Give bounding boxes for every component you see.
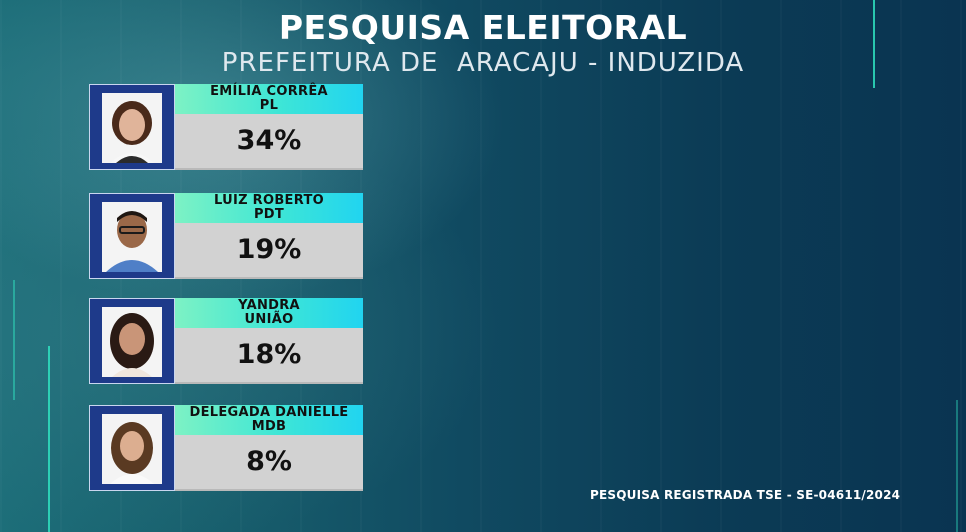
candidate-party: MDB [251,419,287,434]
candidate-photo-frame [89,84,175,170]
decorative-line [13,280,15,400]
candidate-photo [102,307,162,377]
candidate-card: LUIZ ROBERTO PDT 19% [89,193,363,281]
candidate-name-bar: DELEGADA DANIELLE MDB [175,405,363,435]
candidate-party: PDT [253,207,285,222]
candidate-percentage: 8% [175,435,363,491]
candidate-photo [102,93,162,163]
decorative-line [48,346,50,532]
page-subtitle: PREFEITURA DE ARACAJU - INDUZIDA [221,48,745,78]
candidate-card: DELEGADA DANIELLE MDB 8% [89,405,363,493]
candidate-photo [102,202,162,272]
tse-registration-note: PESQUISA REGISTRADA TSE - SE-04611/2024 [590,488,901,502]
candidate-name: LUIZ ROBERTO [214,193,324,208]
page-title: PESQUISA ELEITORAL [278,8,688,47]
candidate-percentage: 19% [175,223,363,279]
candidate-photo [102,414,162,484]
candidate-name: YANDRA [238,298,300,313]
candidate-card: YANDRA UNIÃO 18% [89,298,363,386]
candidate-percentage: 18% [175,328,363,384]
candidate-name-bar: LUIZ ROBERTO PDT [175,193,363,223]
candidate-percentage: 34% [175,114,363,170]
candidate-name-bar: YANDRA UNIÃO [175,298,363,328]
candidate-photo-frame [89,298,175,384]
candidate-party: UNIÃO [244,312,294,327]
decorative-line [956,400,958,532]
candidate-party: PL [259,98,279,113]
candidate-name: DELEGADA DANIELLE [189,405,349,420]
candidate-name-bar: EMÍLIA CORRÊA PL [175,84,363,114]
decorative-line [873,0,875,88]
candidate-name: EMÍLIA CORRÊA [210,84,328,99]
candidate-photo-frame [89,405,175,491]
candidate-photo-frame [89,193,175,279]
candidate-card: EMÍLIA CORRÊA PL 34% [89,84,363,172]
